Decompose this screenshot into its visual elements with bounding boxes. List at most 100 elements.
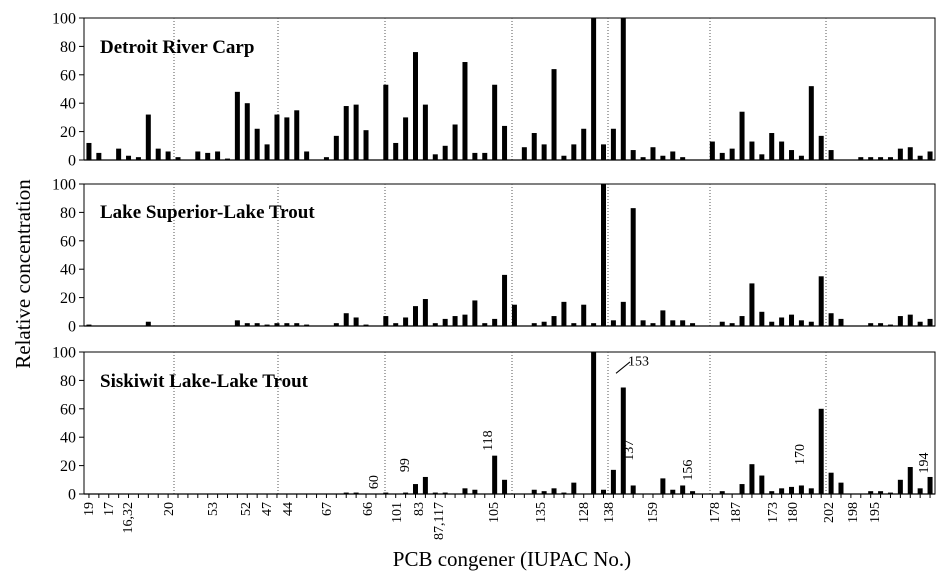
bar <box>878 157 884 160</box>
bar <box>789 150 795 160</box>
bar <box>680 157 686 160</box>
bar <box>294 323 300 326</box>
x-tick-label: 83 <box>412 502 427 516</box>
bar <box>798 485 804 494</box>
y-tick-label: 0 <box>68 487 76 504</box>
bar <box>620 387 626 494</box>
bar <box>719 321 725 326</box>
bar <box>789 314 795 326</box>
x-tick-label: 187 <box>729 502 744 523</box>
bar <box>195 151 201 160</box>
bar <box>610 469 616 494</box>
bar <box>462 314 468 326</box>
y-tick-label: 40 <box>60 262 76 279</box>
panel-title: Lake Superior-Lake Trout <box>100 202 315 223</box>
bar <box>412 484 418 494</box>
bar <box>640 320 646 326</box>
bar <box>907 314 913 326</box>
y-tick-label: 40 <box>60 430 76 447</box>
bar <box>759 311 765 326</box>
bar <box>343 313 349 326</box>
bar <box>205 152 211 160</box>
bar <box>660 478 666 494</box>
bar <box>927 318 933 326</box>
bar <box>432 154 438 160</box>
bar <box>215 151 221 160</box>
y-tick-label: 100 <box>52 177 76 194</box>
bar <box>462 488 468 494</box>
x-tick-label: 178 <box>708 502 723 523</box>
bar <box>838 318 844 326</box>
bar <box>165 151 171 160</box>
bar <box>749 464 755 494</box>
bar <box>422 104 428 160</box>
bar <box>601 144 607 160</box>
bar <box>897 316 903 326</box>
bar <box>690 323 696 326</box>
bar <box>808 321 814 326</box>
panel-title: Siskiwit Lake-Lake Trout <box>100 371 309 392</box>
bar <box>472 152 478 160</box>
bar <box>353 317 359 326</box>
bar <box>264 324 270 326</box>
y-tick-label: 80 <box>60 39 76 56</box>
annotation-137: 137 <box>622 440 637 461</box>
bar <box>244 103 250 160</box>
bar <box>561 301 567 326</box>
bar <box>690 491 696 494</box>
bar <box>175 157 181 160</box>
bar <box>284 117 290 160</box>
x-tick-label: 53 <box>206 502 221 516</box>
bar <box>304 324 310 326</box>
bar <box>828 313 834 326</box>
bar <box>482 323 488 326</box>
bar <box>917 488 923 494</box>
bar <box>403 317 409 326</box>
bar <box>868 491 874 494</box>
x-tick-label: 16,32 <box>121 502 136 534</box>
bar <box>135 157 141 160</box>
bar <box>897 479 903 494</box>
bar <box>709 141 715 160</box>
bar <box>571 144 577 160</box>
annotation-170: 170 <box>793 444 808 465</box>
bar <box>868 323 874 326</box>
panel-3: 0 20 40 60 80 100 Siskiwit Lake-Lake Trout <box>52 345 936 504</box>
bar <box>224 158 230 160</box>
y-tick-label: 0 <box>68 153 76 170</box>
bar <box>927 476 933 494</box>
annotations: 153 137 156 170 194 60 99 118 <box>367 355 932 490</box>
bar <box>274 323 280 326</box>
x-tick-label: 135 <box>534 502 549 523</box>
chart-panels: 0 20 40 60 80 100 Detroit River Carp 0 20 40 60 80 1… <box>52 11 936 504</box>
bar <box>650 323 656 326</box>
bar <box>808 86 814 160</box>
y-tick-label: 80 <box>60 373 76 390</box>
bar <box>581 304 587 326</box>
x-tick-label: 101 <box>390 502 405 523</box>
y-tick-label: 100 <box>52 345 76 362</box>
bar <box>838 482 844 494</box>
annotation-194: 194 <box>917 453 932 474</box>
x-tick-label: 17 <box>102 502 117 516</box>
bar <box>808 488 814 494</box>
bar <box>412 52 418 160</box>
bar <box>630 150 636 160</box>
bar <box>620 18 626 160</box>
x-tick-label: 138 <box>602 502 617 523</box>
bar <box>907 147 913 160</box>
bar <box>591 323 597 326</box>
bar <box>492 84 498 160</box>
bar <box>670 489 676 494</box>
bar <box>887 157 893 160</box>
bar <box>511 304 517 326</box>
bar <box>818 408 824 494</box>
bar <box>858 157 864 160</box>
annotation-leader <box>615 361 631 374</box>
bar <box>680 485 686 494</box>
bar <box>828 150 834 160</box>
bar <box>492 455 498 494</box>
bar <box>878 323 884 326</box>
bar <box>769 133 775 160</box>
